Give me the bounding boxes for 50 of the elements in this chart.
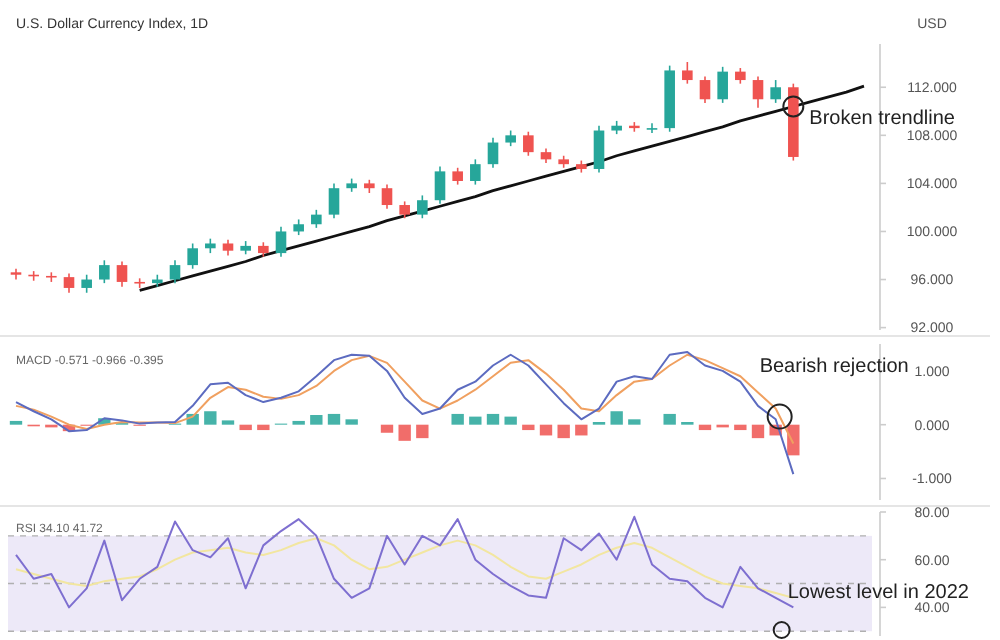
candlestick	[63, 272, 75, 294]
bar	[575, 424, 588, 436]
candlestick	[523, 130, 534, 157]
bar	[398, 424, 411, 441]
bar	[557, 424, 570, 439]
bar	[204, 411, 217, 425]
candlestick	[169, 259, 181, 284]
candlestick	[381, 183, 393, 210]
bar	[628, 419, 641, 425]
candlestick	[682, 61, 693, 85]
candlestick	[699, 75, 711, 104]
candlestick	[770, 79, 781, 104]
bar	[522, 424, 535, 431]
bar	[486, 413, 500, 425]
bar	[469, 416, 482, 425]
bar	[610, 411, 623, 425]
bar	[310, 415, 323, 425]
candlestick	[99, 259, 110, 284]
candlestick	[470, 158, 481, 186]
candlestick	[275, 225, 287, 258]
bar	[345, 419, 358, 425]
bar	[451, 413, 464, 425]
bar	[416, 424, 429, 439]
annotation: Bearish rejection	[759, 356, 909, 378]
bar	[504, 416, 517, 425]
candlestick	[311, 209, 322, 229]
annotation: Broken trendline	[809, 108, 956, 131]
candlestick	[487, 136, 499, 169]
candlestick	[328, 182, 340, 220]
annotation: Lowest level in 2022	[787, 581, 970, 604]
bar	[663, 413, 676, 425]
candlestick	[434, 165, 446, 205]
bar	[257, 424, 270, 431]
candlestick	[646, 122, 658, 134]
bar	[698, 424, 712, 431]
bar	[787, 424, 800, 456]
bar	[539, 424, 553, 436]
bar	[239, 424, 252, 431]
bar	[380, 424, 394, 433]
candlestick	[417, 194, 428, 220]
candlestick	[116, 260, 128, 288]
candlestick	[187, 242, 198, 270]
candlestick	[717, 66, 728, 104]
candlestick	[752, 75, 764, 109]
candlestick	[10, 267, 22, 281]
bar	[327, 413, 341, 425]
bar	[734, 424, 747, 431]
candlestick	[81, 273, 92, 294]
bar	[751, 424, 765, 439]
candlestick	[593, 124, 605, 174]
